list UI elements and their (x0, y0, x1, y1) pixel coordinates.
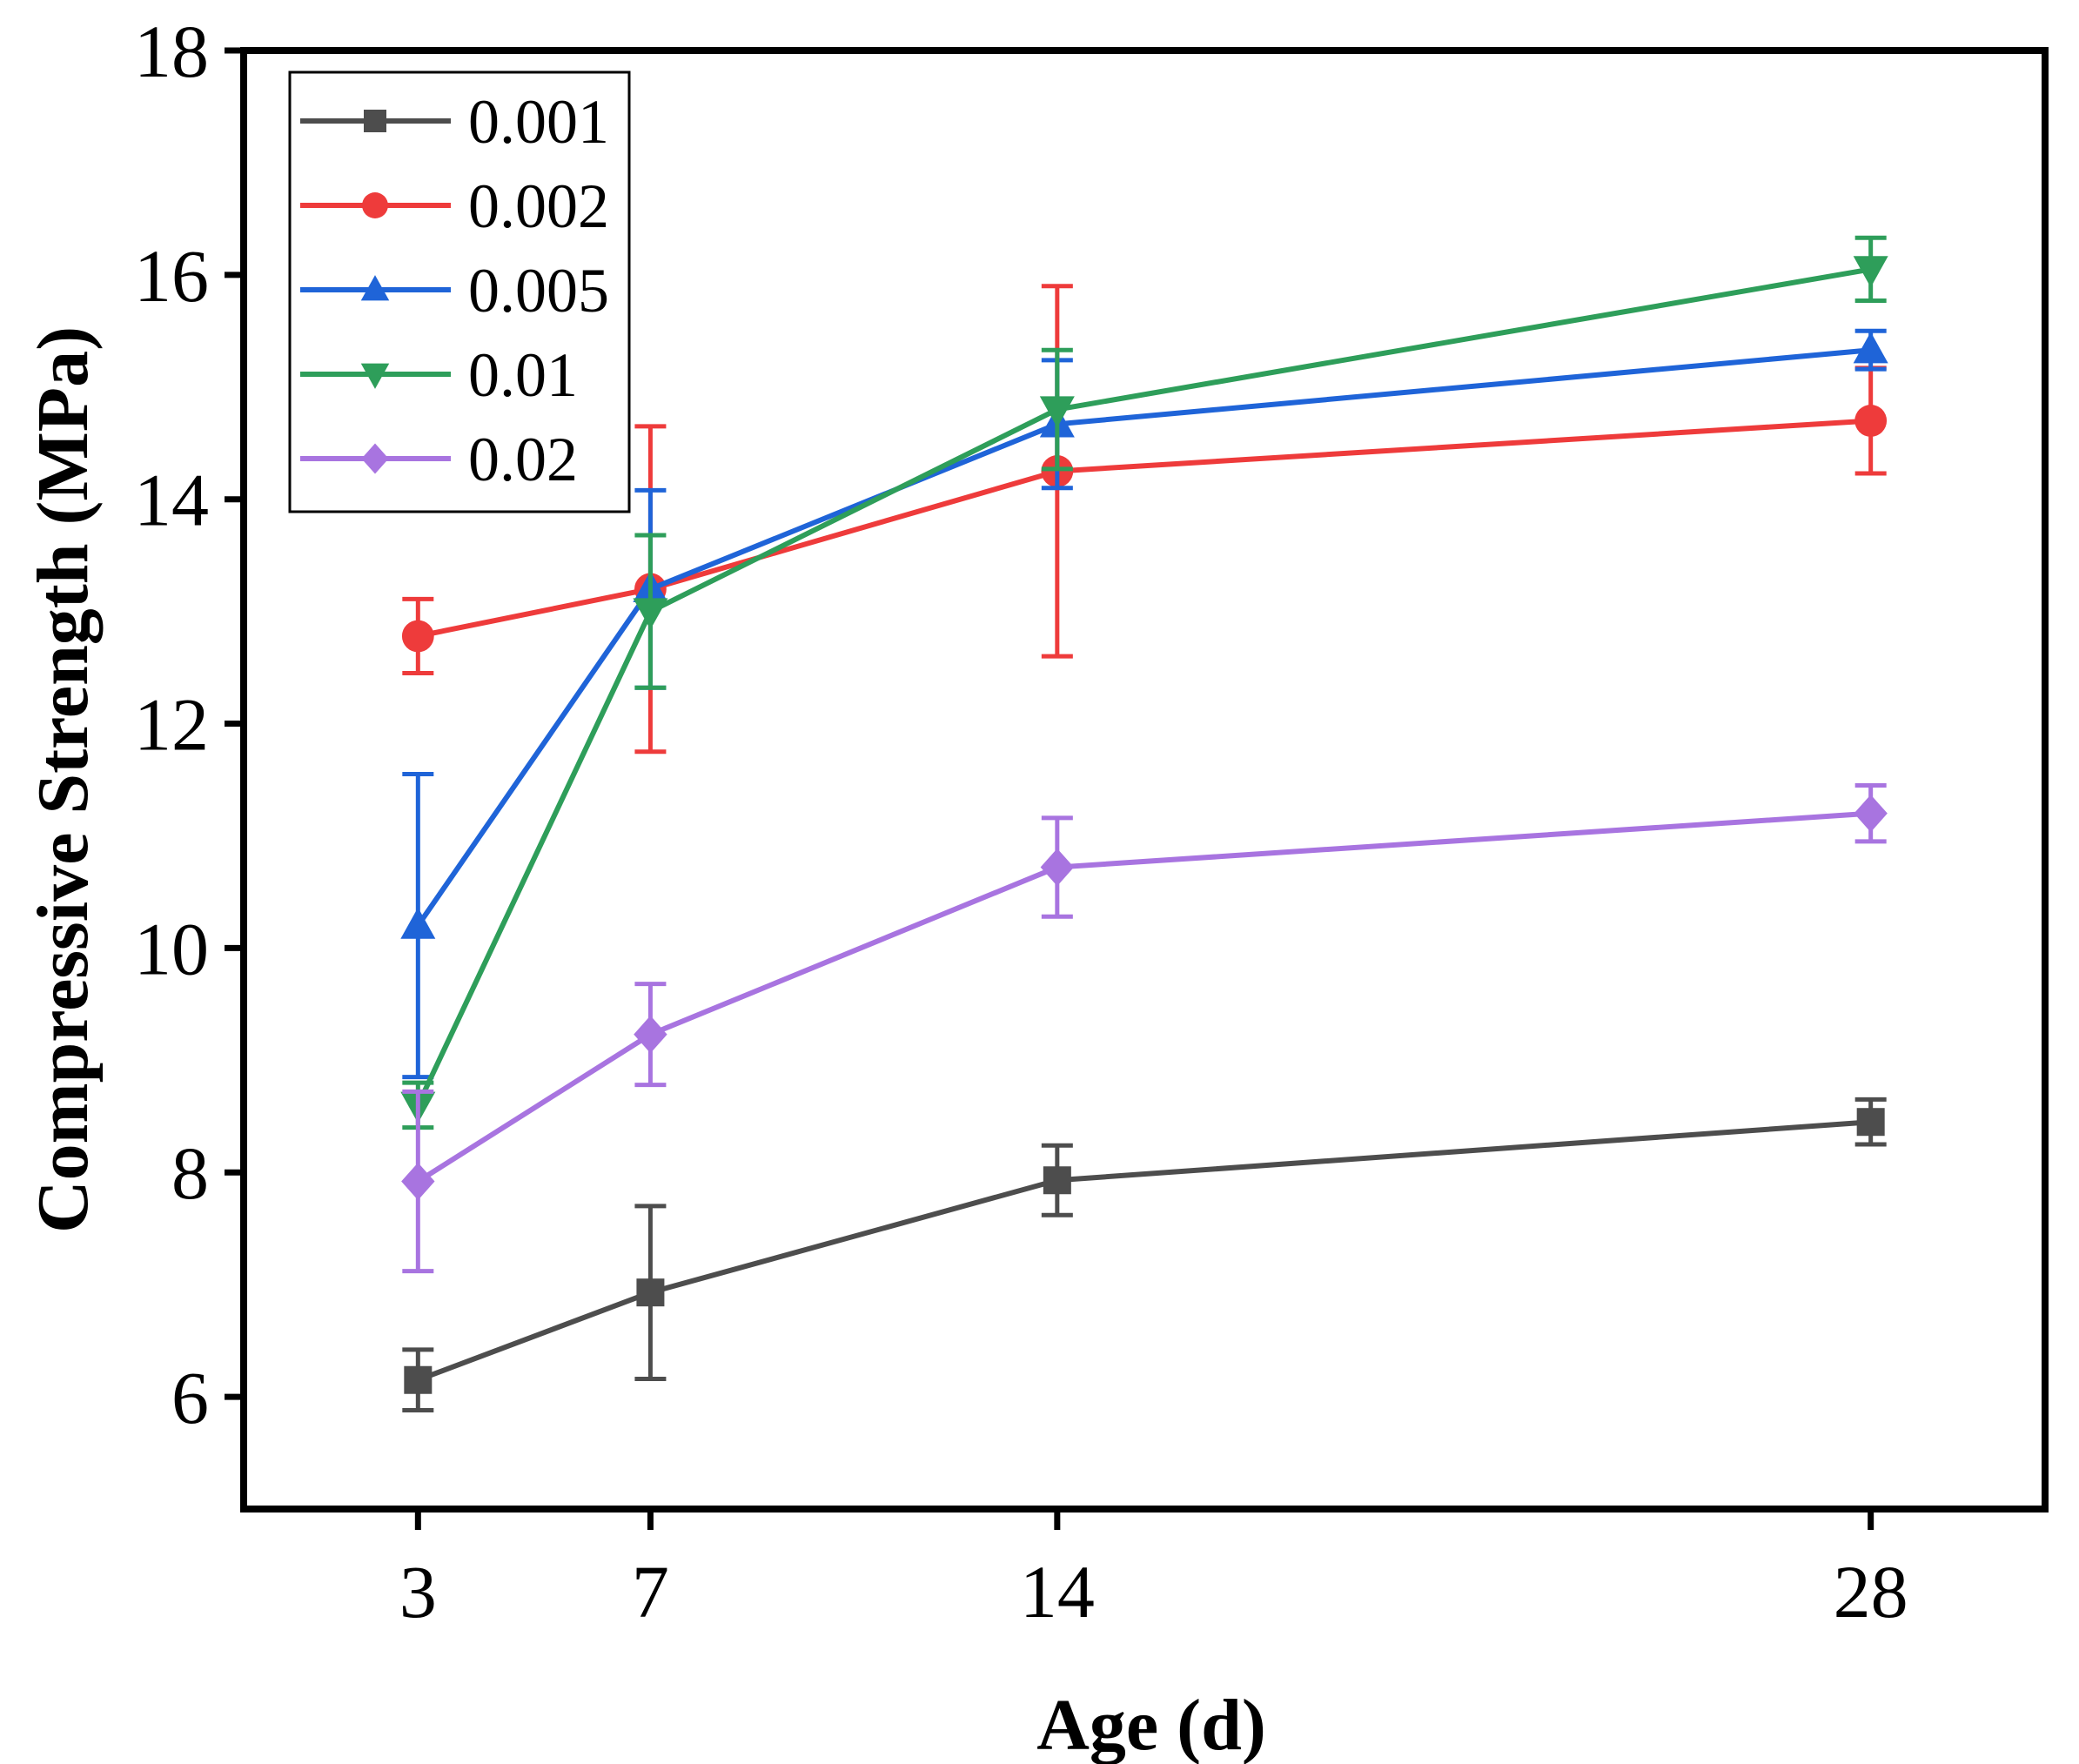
y-tick-label: 12 (134, 683, 209, 767)
data-point (401, 1162, 435, 1201)
data-point (636, 1278, 665, 1307)
series-layer (400, 235, 1888, 1413)
plot-frame (240, 47, 2049, 1512)
data-point (1853, 332, 1888, 364)
data-point (400, 907, 436, 939)
legend-item-0.005: 0.005 (300, 256, 609, 325)
data-point (634, 1016, 667, 1054)
series-line (417, 418, 1871, 639)
data-point (1039, 396, 1075, 428)
legend-label: 0.02 (468, 425, 578, 494)
data-point (1854, 405, 1888, 437)
series-line (416, 810, 1871, 1184)
legend-marker (360, 363, 390, 389)
data-point (1040, 848, 1075, 887)
legend-marker (361, 443, 389, 474)
x-tick-label: 7 (632, 1550, 669, 1633)
data-point (633, 598, 668, 630)
series-line (417, 1119, 1871, 1383)
x-axis-title: Age (d) (1036, 1685, 1266, 1764)
legend-marker (362, 192, 388, 218)
series-0.005 (400, 328, 1888, 1080)
series-0.001 (402, 1097, 1887, 1413)
data-point (1854, 795, 1888, 833)
x-axis: 3 7 14 28 (399, 1509, 1908, 1633)
y-tick-label: 14 (134, 459, 209, 542)
y-tick-label: 6 (171, 1356, 209, 1439)
y-axis: 6 8 10 12 14 16 18 (134, 10, 244, 1439)
legend-label: 0.001 (468, 87, 609, 157)
legend: 0.001 0.002 0.005 0.01 0.02 (288, 70, 631, 513)
legend-item-0.002: 0.002 (300, 171, 609, 241)
series-0.01 (400, 235, 1888, 1130)
y-tick-label: 16 (134, 234, 209, 318)
legend-item-0.02: 0.02 (300, 425, 578, 494)
legend-label: 0.01 (468, 340, 578, 410)
legend-item-0.001: 0.001 (300, 87, 609, 157)
series-line (415, 266, 1872, 1107)
y-tick-label: 8 (171, 1131, 209, 1215)
series-line (415, 347, 1871, 928)
legend-item-0.01: 0.01 (300, 340, 578, 410)
x-tick-label: 3 (399, 1550, 437, 1633)
series-0.02 (401, 782, 1888, 1274)
data-point (401, 620, 434, 653)
y-tick-label: 18 (134, 10, 209, 93)
y-axis-title: Compressive Strength (MPa) (23, 326, 104, 1233)
data-point (1856, 1108, 1885, 1137)
legend-label: 0.002 (468, 171, 609, 241)
data-point (404, 1365, 433, 1394)
legend-label: 0.005 (468, 256, 609, 325)
y-tick-label: 10 (134, 907, 209, 990)
x-tick-label: 28 (1834, 1550, 1908, 1633)
data-point (1853, 256, 1888, 288)
legend-marker (360, 275, 390, 301)
legend-marker (364, 110, 386, 132)
data-point (1043, 1166, 1071, 1195)
x-tick-label: 14 (1020, 1550, 1095, 1633)
